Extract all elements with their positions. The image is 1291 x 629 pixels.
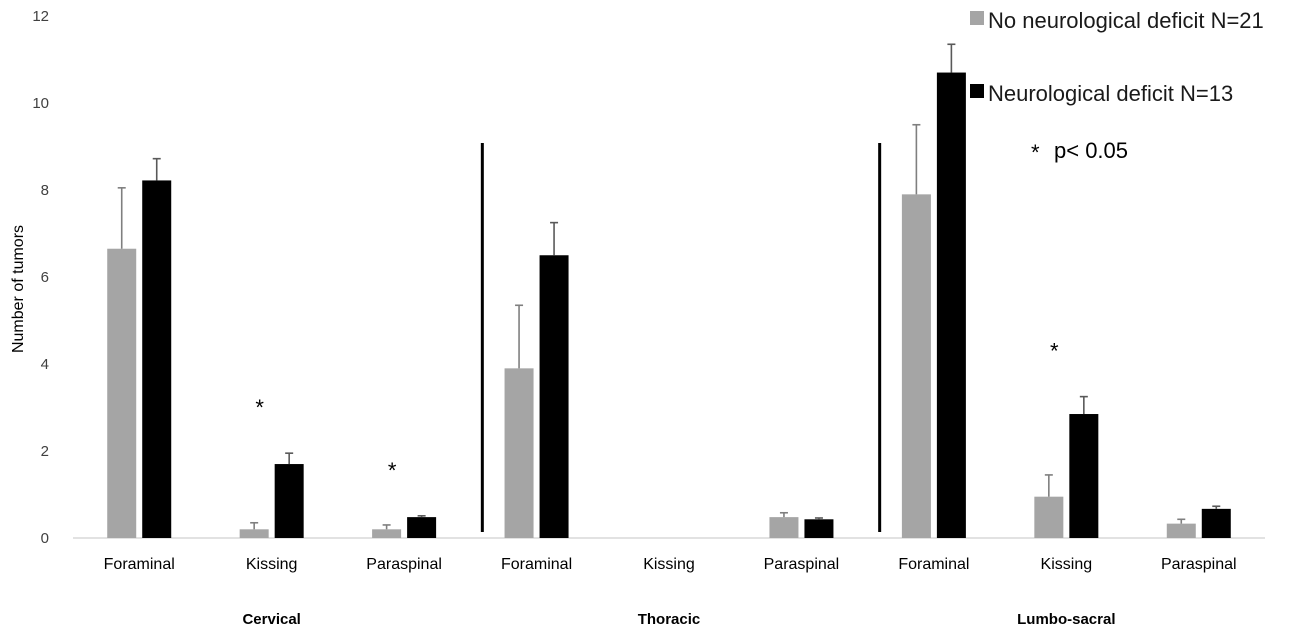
significance-note: * p< 0.05: [1031, 138, 1128, 165]
bar-no-deficit: [901, 194, 931, 538]
error-bars: [117, 43, 1221, 530]
category-labels: Foraminal Kissing Paraspinal Foraminal Kissi…: [104, 556, 1237, 573]
legend-swatch-deficit: [970, 84, 984, 98]
y-axis-title: Number of tumors: [10, 225, 27, 353]
bar-no-deficit: [107, 248, 137, 538]
legend: No neurological deficit N=21 Neurologica…: [970, 8, 1264, 106]
legend-swatch-no-deficit: [970, 11, 984, 25]
group-separators: [480, 143, 882, 532]
y-tick-label: 6: [41, 269, 49, 286]
x-tick-label: Paraspinal: [764, 556, 840, 573]
bar-deficit: [1201, 508, 1231, 538]
legend-label-no-deficit: No neurological deficit N=21: [988, 8, 1264, 33]
bar-no-deficit: [1034, 496, 1064, 538]
group-labels: Cervical Thoracic Lumbo-sacral: [242, 611, 1115, 628]
y-tick-label: 4: [41, 356, 49, 373]
group-label: Lumbo-sacral: [1017, 611, 1115, 628]
bar-no-deficit: [372, 529, 402, 538]
bar-deficit: [274, 464, 304, 538]
y-tick-label: 2: [41, 443, 49, 460]
bar-deficit: [407, 517, 437, 538]
bar-no-deficit: [504, 368, 534, 538]
significance-star: *: [255, 395, 264, 420]
x-tick-label: Kissing: [1041, 556, 1093, 573]
x-tick-label: Kissing: [643, 556, 695, 573]
bar-deficit: [539, 255, 569, 538]
group-label: Thoracic: [638, 611, 701, 628]
bars: [107, 72, 1231, 539]
bar-deficit: [142, 180, 172, 538]
group-label: Cervical: [242, 611, 300, 628]
x-tick-label: Paraspinal: [366, 556, 442, 573]
bar-deficit: [1069, 414, 1099, 538]
bar-deficit: [804, 519, 834, 538]
x-tick-label: Kissing: [246, 556, 298, 573]
bar-no-deficit: [769, 517, 799, 538]
x-tick-label: Foraminal: [104, 556, 175, 573]
x-tick-label: Foraminal: [501, 556, 572, 573]
legend-label-deficit: Neurological deficit N=13: [988, 81, 1233, 106]
x-tick-label: Paraspinal: [1161, 556, 1237, 573]
y-tick-label: 8: [41, 182, 49, 199]
significance-star: *: [1050, 339, 1059, 364]
significance-note-text: p< 0.05: [1054, 138, 1128, 163]
y-tick-label: 10: [32, 95, 49, 112]
y-axis: 0 2 4 6 8 10 12: [32, 8, 49, 547]
bar-deficit: [936, 72, 966, 539]
x-tick-label: Foraminal: [898, 556, 969, 573]
significance-star: *: [388, 458, 397, 483]
bar-no-deficit: [1166, 523, 1196, 538]
significance-markers: * * *: [255, 339, 1059, 483]
bar-no-deficit: [239, 529, 269, 538]
y-tick-label: 12: [32, 8, 49, 25]
significance-note-star: *: [1031, 140, 1040, 165]
y-tick-label: 0: [41, 530, 49, 547]
